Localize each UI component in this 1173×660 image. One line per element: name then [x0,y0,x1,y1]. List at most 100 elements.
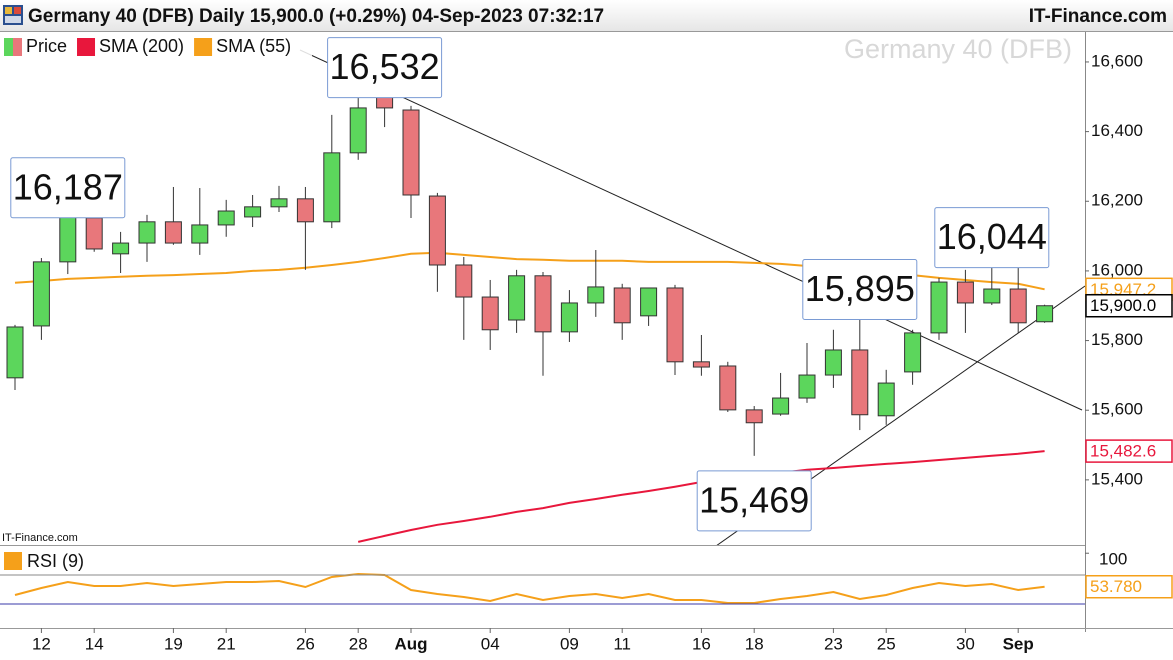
candle-body [164,221,182,244]
chart-title: Germany 40 (DFB) Daily 15,900.0 (+0.29%)… [28,6,604,27]
x-tick-label: 11 [613,634,631,653]
x-tick-label: 30 [956,634,975,653]
annotation-box [802,258,918,320]
legend-label: SMA (200) [99,36,184,56]
x-tick-label: 09 [560,634,579,653]
brand: IT-Finance.com [1029,6,1167,27]
candle-body [719,365,737,411]
candle-body [191,224,209,244]
candle-body [613,287,631,324]
trendline [299,49,1083,411]
rsi-area [14,572,1045,604]
x-tick-label: 19 [164,634,183,653]
y-tick-label: 15,600 [1091,400,1143,419]
x-tick-label: 14 [85,634,104,653]
x-tick-label: 25 [877,634,896,653]
legend-label: Price [26,36,67,56]
candle-body [349,107,367,154]
candle-body [112,242,130,255]
price-tag-label: 15,482.6 [1090,442,1156,461]
price-tag [1085,439,1173,463]
watermark: Germany 40 (DFB) [844,34,1072,64]
candle-body [217,210,235,226]
candle-body [270,198,288,208]
candle-body [1009,288,1027,324]
candle-body [772,397,790,415]
annotation-label: 16,187 [13,166,123,207]
candle-body [244,206,262,218]
candle-body [904,332,922,373]
candle-body [983,288,1001,304]
annotation-label: 16,044 [937,216,1047,257]
candle-body [6,326,24,379]
candle-body [296,198,314,223]
y-tick-label: 15,400 [1091,469,1143,488]
annotation-box [934,207,1050,269]
annotation: 16,187 [10,157,126,219]
rsi-tag-label: 53.780 [1090,577,1142,596]
x-tick-label: 28 [349,634,368,653]
candle-body [798,374,816,399]
candle-body [640,287,658,317]
x-tick-label: 26 [296,634,315,653]
legend-swatch [13,38,22,56]
candle-body [534,275,552,333]
candle-body [587,286,605,304]
y-tick-label: 16,400 [1091,121,1143,140]
x-tick-label: 18 [745,634,764,653]
y-tick-label: 16,200 [1091,191,1143,210]
header-bar [0,0,1173,31]
candle-body [692,361,710,368]
rsi-legend-bg [0,550,95,572]
line [14,572,1045,604]
candle-body [508,275,526,321]
annotation-label: 16,532 [330,46,440,87]
x-tick-label: Aug [394,634,427,653]
candle-body [877,382,895,417]
candle-body [85,217,103,250]
legend-swatch [77,38,96,56]
x-tick-label: 23 [824,634,843,653]
candle-body [930,281,948,334]
logo [3,5,23,25]
rsi-legend-label: RSI (9) [27,551,84,571]
x-tick-label: 16 [692,634,711,653]
candle-body [824,349,842,376]
candle-body [745,409,763,424]
candle-body [402,109,420,196]
candle-body [851,349,869,416]
rsi-y-tick-label: 100 [1099,550,1127,569]
candle-body [956,281,974,304]
candle-body [481,296,499,331]
price-tag [1085,293,1173,318]
candle-body [138,221,156,244]
legend-label: SMA (55) [216,36,291,56]
y-tick-label: 16,600 [1091,51,1143,70]
candle-body [560,302,578,333]
rsi-tag [1085,574,1173,599]
rsi-legend-swatch [4,552,22,570]
candle-body [455,264,473,298]
annotation: 16,532 [327,37,443,99]
annotation-box [327,37,443,99]
x-tick-label: 04 [481,634,500,653]
annotation: 16,044 [934,207,1050,269]
legend-bg [0,34,312,58]
annotation-label: 15,895 [805,268,915,309]
candle-body [32,261,50,327]
annotation-label: 15,469 [699,479,809,520]
candle-body [59,215,77,263]
credit: IT-Finance.com [2,532,78,544]
candle-body [1036,305,1054,323]
annotation-box [696,470,812,532]
candle-body [428,195,446,266]
y-tick-label: 15,800 [1091,330,1143,349]
annotation-box [10,157,126,219]
annotation: 15,469 [696,470,812,532]
x-tick-label: 21 [217,634,236,653]
legend-swatch [194,38,213,56]
x-tick-label: Sep [1003,634,1034,653]
candle-body [666,287,684,363]
annotation: 15,895 [802,258,918,320]
